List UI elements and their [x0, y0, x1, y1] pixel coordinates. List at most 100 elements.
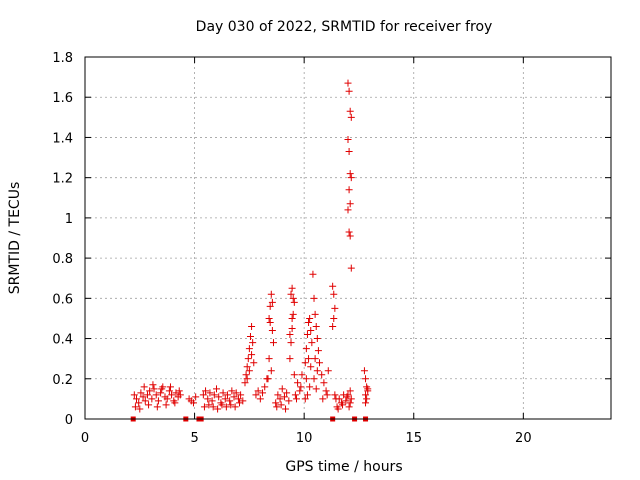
data-point — [252, 391, 260, 399]
data-point — [344, 135, 352, 143]
data-point — [222, 403, 230, 411]
data-point — [344, 206, 352, 214]
data-point — [214, 405, 222, 413]
data-point — [323, 391, 331, 399]
data-point — [199, 391, 207, 399]
x-tick-label: 5 — [190, 431, 198, 446]
data-point — [163, 395, 171, 403]
data-point — [320, 379, 328, 387]
data-point — [347, 264, 355, 272]
data-point — [153, 403, 161, 411]
data-point — [347, 395, 355, 403]
data-point — [313, 335, 321, 343]
data-point — [166, 383, 174, 391]
data-point — [331, 304, 339, 312]
data-point — [202, 387, 210, 395]
data-point — [289, 310, 297, 318]
data-point — [346, 170, 354, 178]
data-point — [165, 387, 173, 395]
plot-frame — [84, 56, 612, 420]
data-point — [206, 389, 214, 397]
data-point — [283, 389, 291, 397]
data-point — [301, 395, 309, 403]
data-point — [149, 381, 157, 389]
data-point — [310, 294, 318, 302]
data-point — [362, 391, 370, 399]
data-point — [261, 383, 269, 391]
data-point — [334, 405, 342, 413]
data-point — [297, 383, 305, 391]
data-point — [236, 399, 244, 407]
data-point — [312, 322, 320, 330]
data-point — [265, 355, 273, 363]
data-point — [141, 397, 149, 405]
data-point — [310, 375, 318, 383]
data-point — [158, 385, 166, 393]
data-point — [218, 401, 226, 409]
data-point — [287, 290, 295, 298]
data-point — [309, 270, 317, 278]
data-point — [242, 371, 250, 379]
data-point — [345, 87, 353, 95]
data-point — [268, 298, 276, 306]
data-point — [345, 186, 353, 194]
data-point — [266, 318, 274, 326]
data-point — [346, 399, 354, 407]
data-point — [322, 387, 330, 395]
x-tick-label: 15 — [405, 431, 422, 446]
data-point — [223, 391, 231, 399]
data-point — [230, 393, 238, 401]
data-point — [143, 391, 151, 399]
data-point — [288, 314, 296, 322]
data-point — [362, 375, 370, 383]
data-point — [136, 405, 144, 413]
data-point — [324, 367, 332, 375]
y-tick-label: 0.2 — [52, 373, 73, 388]
data-point — [360, 367, 368, 375]
data-point — [130, 391, 138, 399]
data-point — [245, 345, 253, 353]
data-point — [245, 367, 253, 375]
x-tick-labels: 0 5 10 15 20 — [81, 431, 532, 446]
data-point — [286, 331, 294, 339]
data-point — [137, 389, 145, 397]
data-point — [266, 302, 274, 310]
data-point — [362, 399, 370, 407]
y-tick-label: 0 — [65, 413, 73, 428]
data-point — [364, 385, 372, 393]
data-point — [265, 314, 273, 322]
data-point — [234, 395, 242, 403]
data-point — [228, 387, 236, 395]
data-point — [131, 403, 139, 411]
data-point — [192, 393, 200, 401]
data-point — [318, 371, 326, 379]
data-point — [133, 395, 141, 403]
data-point — [273, 403, 281, 411]
data-point — [249, 339, 257, 347]
data-point — [363, 395, 371, 403]
data-point — [248, 322, 256, 330]
data-point — [346, 107, 354, 115]
data-point — [264, 375, 272, 383]
y-tick-label: 1.4 — [52, 131, 73, 146]
data-point — [294, 379, 302, 387]
data-point — [205, 401, 213, 409]
data-point — [232, 389, 240, 397]
data-point — [345, 148, 353, 156]
y-axis-title: SRMTID / TECUs — [7, 182, 23, 295]
data-point — [267, 367, 275, 375]
data-point — [204, 395, 212, 403]
data-point — [215, 393, 223, 401]
data-point — [330, 290, 338, 298]
y-tick-label: 0.8 — [52, 252, 73, 267]
data-point — [296, 387, 304, 395]
y-tick-labels: 0 0.2 0.4 0.6 0.8 1 1.2 1.4 1.6 1.8 — [52, 51, 73, 428]
data-point — [303, 391, 311, 399]
data-point — [290, 298, 298, 306]
data-point — [221, 395, 229, 403]
data-point — [219, 389, 227, 397]
data-point — [243, 375, 251, 383]
data-point — [140, 383, 148, 391]
y-tick-label: 0.4 — [52, 333, 73, 348]
